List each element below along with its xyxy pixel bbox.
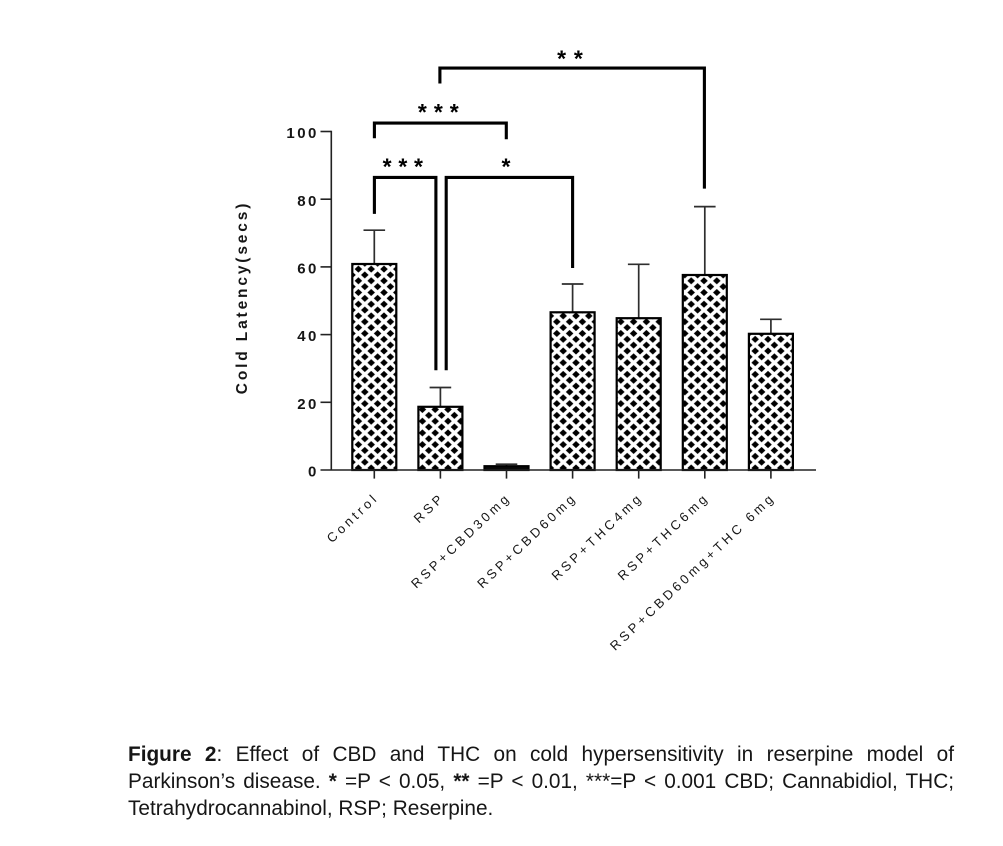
svg-text:*: * (414, 153, 423, 179)
svg-text:0: 0 (308, 464, 319, 481)
svg-text:*: * (557, 45, 566, 71)
svg-text:40: 40 (297, 328, 319, 345)
svg-text:RSP: RSP (411, 490, 448, 526)
svg-text:*: * (418, 99, 427, 125)
svg-text:*: * (574, 45, 583, 71)
svg-text:Cold Latency(secs): Cold Latency(secs) (234, 201, 251, 394)
svg-text:20: 20 (297, 396, 319, 413)
svg-text:*: * (398, 153, 407, 179)
svg-text:*: * (434, 99, 443, 125)
svg-text:Control: Control (324, 490, 382, 546)
svg-text:60: 60 (297, 261, 319, 278)
svg-text:80: 80 (297, 193, 319, 210)
svg-text:*: * (383, 153, 392, 179)
svg-text:100: 100 (286, 125, 319, 142)
svg-text:*: * (450, 99, 459, 125)
svg-text:*: * (502, 153, 511, 179)
